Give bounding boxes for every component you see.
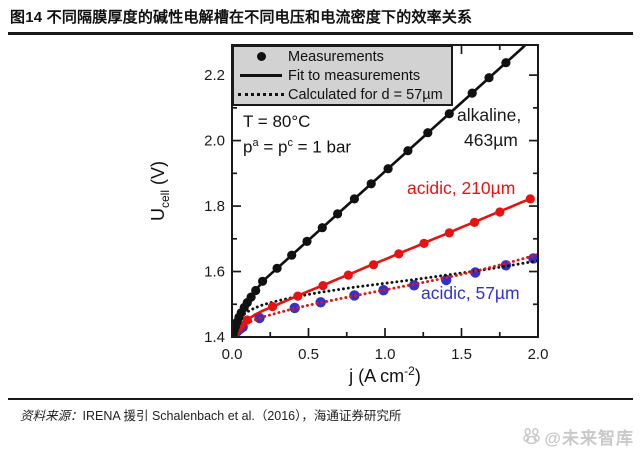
tick-labels-group: 0.0 0.5 1.0 1.5 2.0 1.4 1.6 1.8 2.0 2.2 <box>204 67 548 363</box>
condition-temperature: T = 80°C <box>243 112 311 131</box>
source-label: 资料来源： <box>20 409 83 423</box>
svg-text:2.0: 2.0 <box>204 133 225 150</box>
watermark: @未来智库 <box>522 424 634 449</box>
svg-text:2.0: 2.0 <box>528 346 549 363</box>
legend-label: Measurements <box>288 48 384 65</box>
svg-text:1.4: 1.4 <box>204 329 225 346</box>
source-line: 资料来源：IRENA 援引 Schalenbach et al.（2016），海… <box>20 405 401 424</box>
svg-text:2.2: 2.2 <box>204 67 225 84</box>
title-divider <box>8 32 633 35</box>
series-scatter <box>232 58 511 337</box>
annotation-alkaline-463um: alkaline, 463µm <box>457 105 522 150</box>
legend-label: Calculated for d = 57µm <box>288 86 443 103</box>
measurements-dot-icon <box>256 52 266 61</box>
watermark-logo-icon <box>523 427 541 445</box>
figure-title: 图14 不同隔膜厚度的碱性电解槽在不同电压和电流密度下的效率关系 <box>10 9 473 26</box>
svg-text:1.0: 1.0 <box>375 346 396 363</box>
legend-label: Fit to measurements <box>288 67 421 84</box>
series-group <box>232 45 538 337</box>
annotation-acidic-57um: acidic, 57µm <box>421 283 520 303</box>
source-divider <box>8 398 633 400</box>
chart-legend: Measurements Fit to measurements Calcula… <box>232 45 453 106</box>
legend-item-calculated: Calculated for d = 57µm <box>234 85 451 104</box>
condition-pressure: pa = pc = 1 bar <box>243 137 352 157</box>
svg-text:0.0: 0.0 <box>222 346 243 363</box>
series-line <box>233 253 538 335</box>
svg-text:1.5: 1.5 <box>451 346 472 363</box>
svg-text:1.6: 1.6 <box>204 264 225 281</box>
legend-item-fit: Fit to measurements <box>234 66 451 85</box>
annotation-acidic-210um: acidic, 210µm <box>407 178 516 198</box>
svg-text:0.5: 0.5 <box>298 346 319 363</box>
solid-line-icon <box>240 74 282 77</box>
x-axis-label: j (A cm-2) <box>349 364 421 386</box>
source-text: IRENA 援引 Schalenbach et al.（2016），海通证券研究… <box>82 409 402 423</box>
legend-item-measurements: Measurements <box>234 47 451 66</box>
dotted-line-icon <box>238 93 284 96</box>
watermark-text: @未来智库 <box>544 429 634 448</box>
y-axis-label: Ucell (V) <box>148 160 172 222</box>
svg-text:1.8: 1.8 <box>204 198 225 215</box>
